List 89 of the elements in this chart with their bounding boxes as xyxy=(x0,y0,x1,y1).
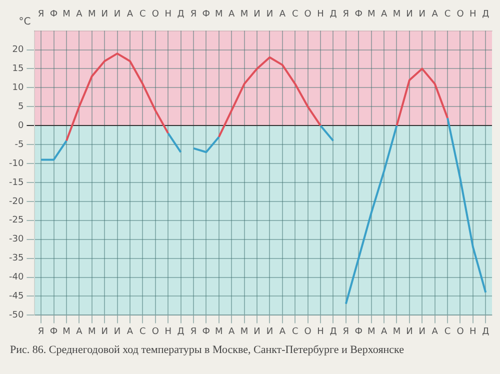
category-label: Н xyxy=(317,326,324,337)
category-label: М xyxy=(367,326,376,337)
x-tick-label: А xyxy=(380,10,388,20)
category-label: Н xyxy=(470,326,476,337)
x-tick-label: М xyxy=(240,10,248,20)
category-label: И xyxy=(101,326,108,337)
x-tick-label: Н xyxy=(164,10,172,20)
x-tick-label: С xyxy=(444,10,451,20)
category-label: А xyxy=(76,326,82,337)
y-tick-label: 5 xyxy=(18,102,24,112)
y-tick-label: 10 xyxy=(12,83,24,94)
y-tick-label: -15 xyxy=(8,178,24,188)
category-label: М xyxy=(392,326,401,337)
category-label: М xyxy=(215,326,223,337)
x-tick-label: М xyxy=(62,10,70,20)
x-tick-label: Д xyxy=(177,10,184,20)
x-tick-label: О xyxy=(152,10,159,20)
category-label: Ф xyxy=(50,326,58,337)
x-tick-label: И xyxy=(101,10,108,20)
category-label: Н xyxy=(164,326,172,337)
x-tick-label: Ф xyxy=(354,10,363,20)
category-label: Ф xyxy=(354,326,362,337)
x-tick-label: Д xyxy=(482,10,490,20)
x-tick-label: А xyxy=(432,10,439,20)
y-tick-label: -10 xyxy=(8,158,24,169)
category-label: С xyxy=(444,326,451,337)
category-label: И xyxy=(254,326,260,337)
x-tick-label: О xyxy=(304,10,312,20)
category-label: О xyxy=(152,326,159,337)
x-tick-label: И xyxy=(254,10,260,20)
category-label: О xyxy=(456,326,464,337)
x-tick-label: М xyxy=(367,10,376,20)
category-label: А xyxy=(126,326,134,337)
x-tick-label: Я xyxy=(38,10,44,20)
text: Рис. 86. Среднегодовой ход температуры в Москве, Санкт-Петербурге и Верхоянске xyxy=(9,343,405,358)
x-tick-label: Ф xyxy=(50,10,58,20)
x-tick-label: И xyxy=(406,10,413,20)
category-label: Я xyxy=(342,326,350,337)
category-label: М xyxy=(62,326,70,337)
category-label: И xyxy=(114,326,121,337)
x-tick-label: А xyxy=(126,10,134,20)
category-label: М xyxy=(88,326,96,337)
y-tick-label: 0 xyxy=(18,120,24,131)
category-label: О xyxy=(304,326,312,337)
y-tick-label: -25 xyxy=(8,216,24,226)
x-tick-label: О xyxy=(456,10,464,20)
x-tick-label: С xyxy=(292,10,298,20)
x-tick-label: А xyxy=(279,10,286,20)
y-tick-label: -20 xyxy=(8,196,24,207)
category-label: С xyxy=(292,326,298,337)
y-tick-label: -35 xyxy=(8,254,24,264)
category-label: М xyxy=(240,326,248,337)
y-tick-label: -40 xyxy=(8,272,24,283)
x-tick-label: А xyxy=(76,10,84,20)
x-tick-label: И xyxy=(418,10,426,20)
category-label: И xyxy=(266,326,274,337)
y-tick-label: -30 xyxy=(8,234,24,245)
x-tick-label: Я xyxy=(190,10,197,20)
category-label: Д xyxy=(177,326,184,337)
x-tick-label: М xyxy=(215,10,223,20)
category-label: Ф xyxy=(202,326,210,337)
y-tick-label: -5 xyxy=(14,140,24,150)
x-tick-label: И xyxy=(114,10,121,20)
x-tick-label: М xyxy=(392,10,401,20)
x-tick-label: М xyxy=(88,10,96,20)
category-label: Я xyxy=(190,326,197,337)
category-label: А xyxy=(432,326,438,337)
x-tick-label: С xyxy=(140,10,146,20)
x-tick-label: Н xyxy=(470,10,476,20)
x-tick-label: А xyxy=(228,10,236,20)
y-tick-label: -45 xyxy=(8,292,24,302)
y-tick-label: 20 xyxy=(12,45,24,56)
category-label: И xyxy=(418,326,426,337)
y-tick-label: -50 xyxy=(8,310,24,321)
y-axis-title: °C xyxy=(18,16,31,28)
category-label: И xyxy=(406,326,413,337)
category-label: А xyxy=(228,326,235,337)
category-label: Д xyxy=(482,326,490,337)
category-label: С xyxy=(140,326,146,337)
x-tick-label: Д xyxy=(330,10,337,20)
x-tick-label: И xyxy=(266,10,274,20)
category-label: А xyxy=(380,326,388,337)
category-label: А xyxy=(279,326,286,337)
x-tick-label: Ф xyxy=(202,10,210,20)
x-tick-label: Я xyxy=(342,10,350,20)
x-tick-label: Н xyxy=(317,10,324,20)
category-label: Д xyxy=(330,326,337,337)
category-label: Я xyxy=(38,326,44,337)
y-tick-label: 15 xyxy=(12,64,24,74)
